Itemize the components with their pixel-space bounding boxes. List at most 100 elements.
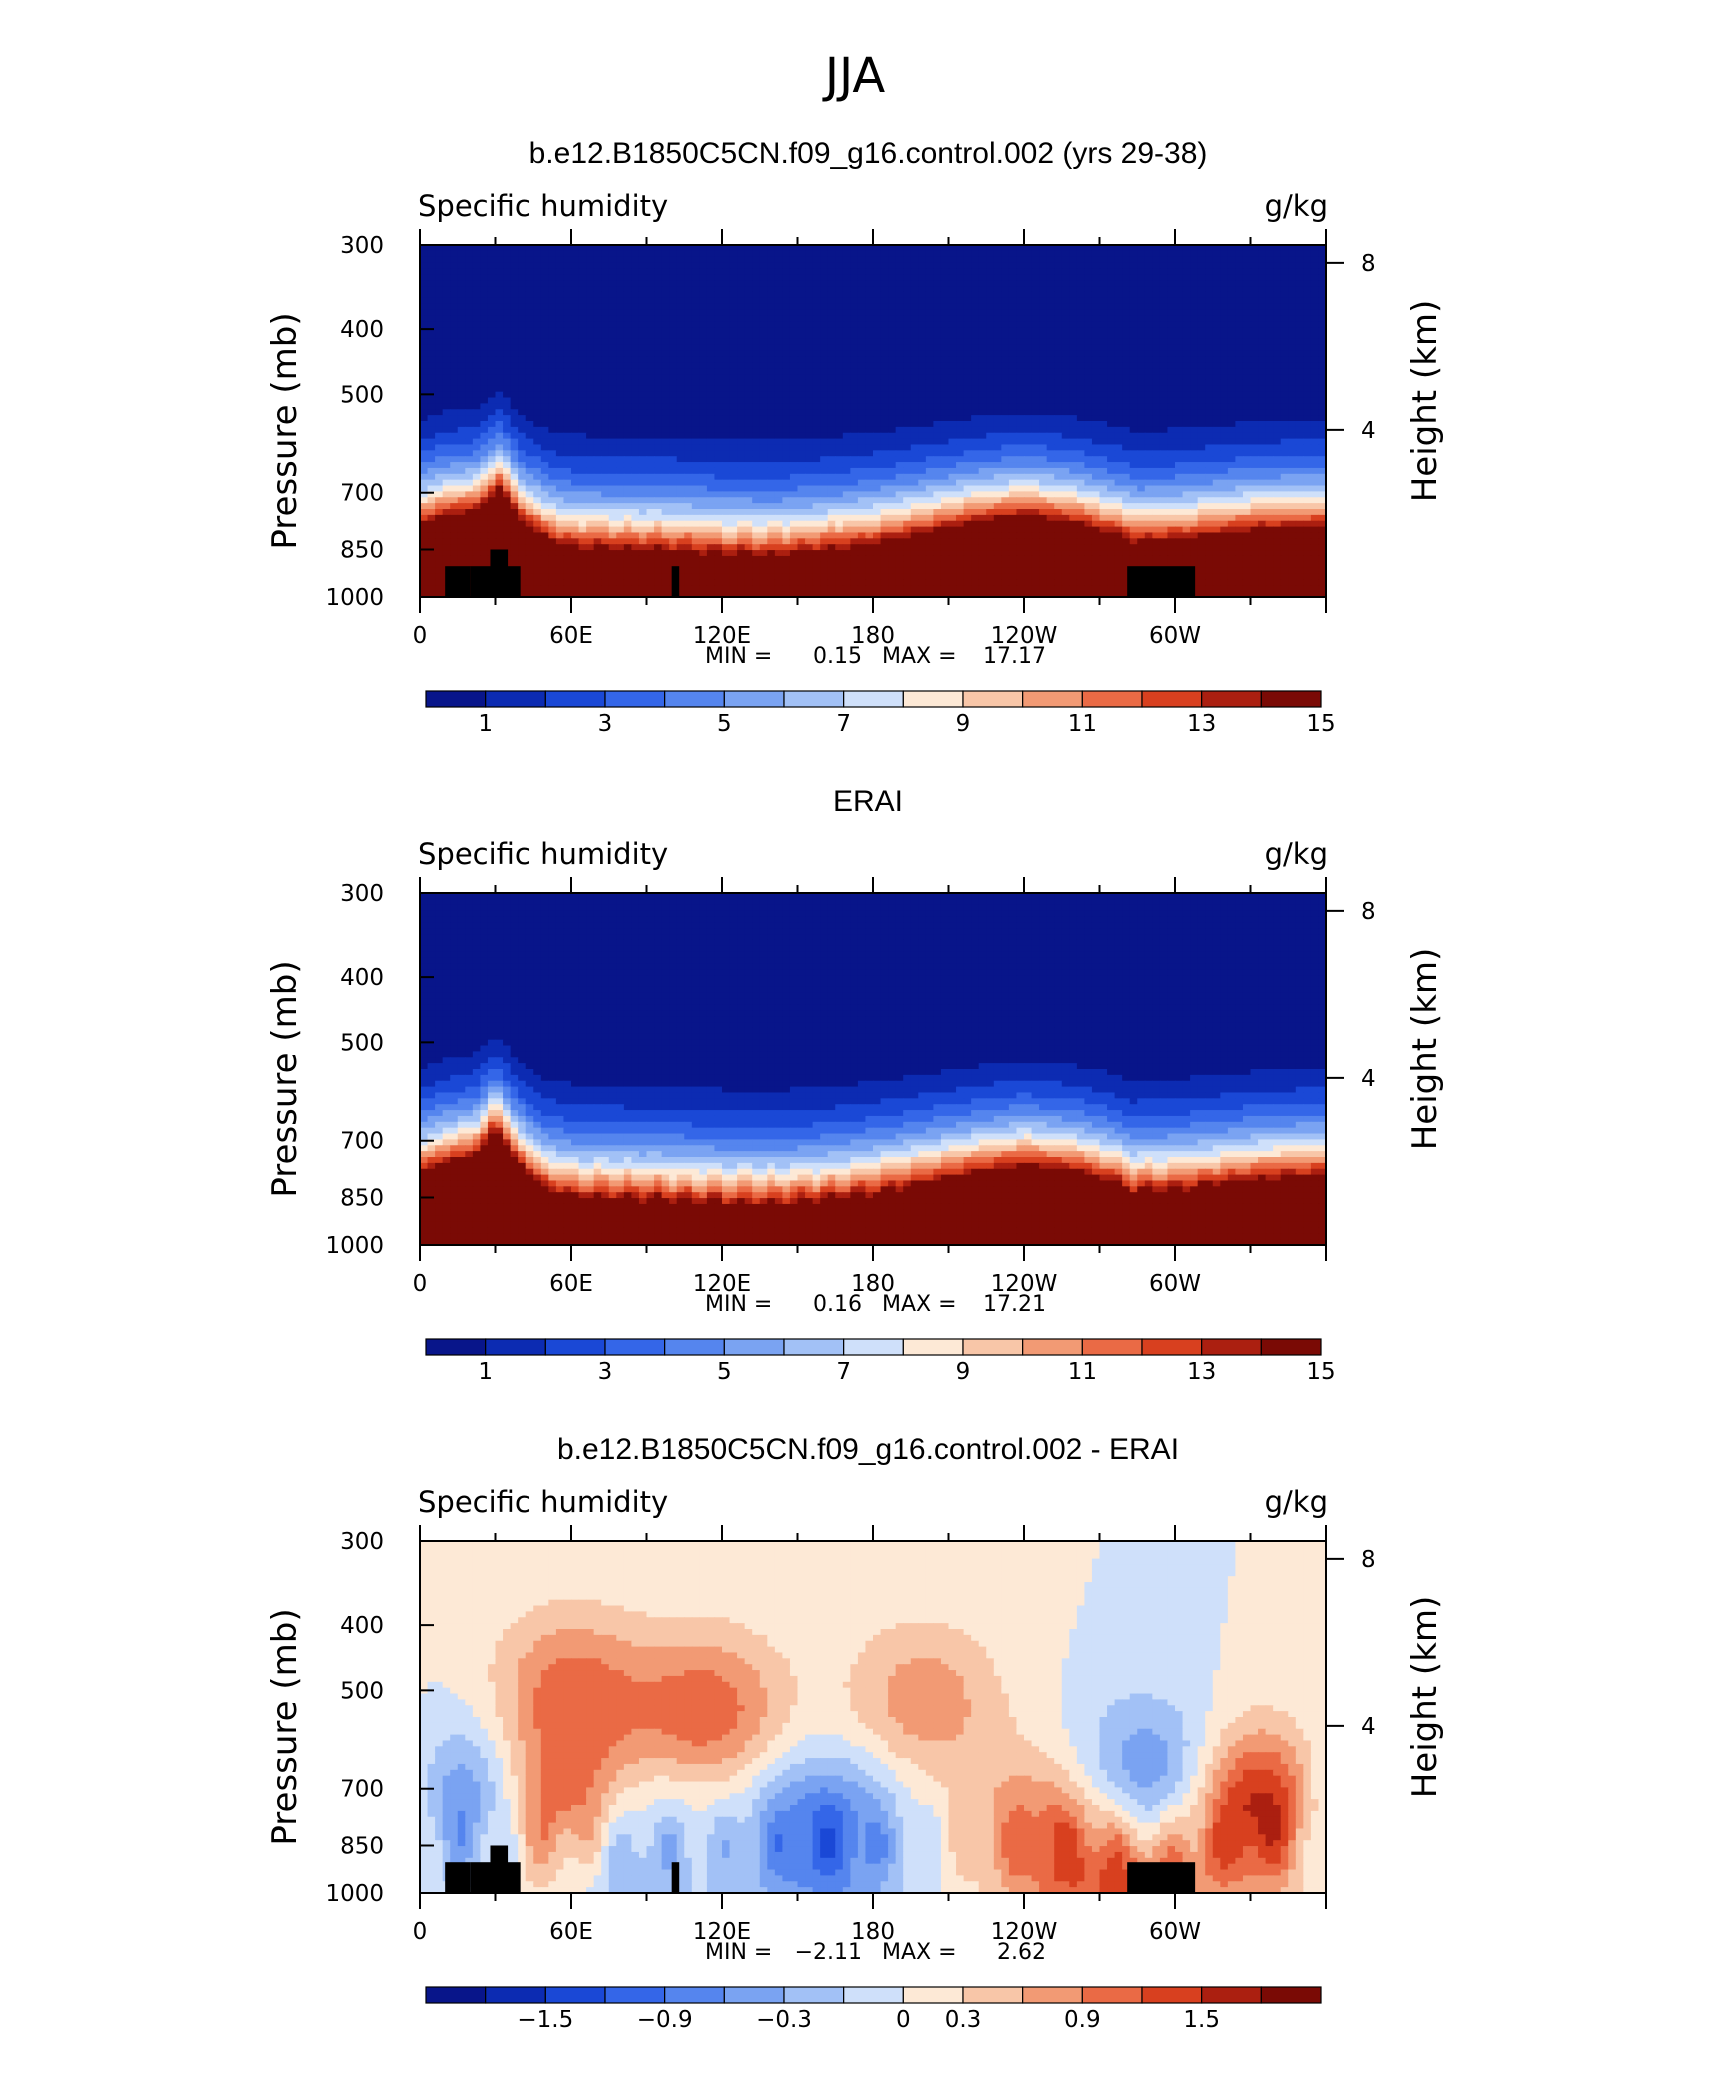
field-cell xyxy=(1092,433,1100,439)
field-cell xyxy=(1115,421,1123,427)
field-cell xyxy=(714,380,722,386)
field-cell xyxy=(480,421,488,427)
field-cell xyxy=(1100,456,1108,462)
field-cell xyxy=(903,310,911,316)
field-cell xyxy=(1047,263,1055,269)
field-cell xyxy=(496,462,504,468)
field-cell xyxy=(820,257,828,263)
field-cell xyxy=(730,421,738,427)
field-cell xyxy=(1077,444,1085,450)
field-cell xyxy=(888,468,896,474)
field-cell xyxy=(639,310,647,316)
field-cell xyxy=(548,333,556,339)
field-cell xyxy=(1145,474,1153,480)
field-cell xyxy=(1130,345,1138,351)
field-cell xyxy=(647,351,655,357)
field-cell xyxy=(1054,462,1062,468)
field-cell xyxy=(1077,345,1085,351)
field-cell xyxy=(730,398,738,404)
field-cell xyxy=(1160,427,1168,433)
field-cell xyxy=(526,251,534,257)
field-cell xyxy=(548,427,556,433)
field-cell xyxy=(918,321,926,327)
field-cell xyxy=(722,263,730,269)
field-cell xyxy=(949,310,957,316)
field-cell xyxy=(941,257,949,263)
field-cell xyxy=(1069,251,1077,257)
field-cell xyxy=(1032,462,1040,468)
field-cell xyxy=(1175,356,1183,362)
field-cell xyxy=(1009,468,1017,474)
field-cell xyxy=(1243,315,1251,321)
field-cell xyxy=(1175,345,1183,351)
field-cell xyxy=(828,398,836,404)
field-cell xyxy=(850,403,858,409)
field-cell xyxy=(752,327,760,333)
field-cell xyxy=(918,386,926,392)
field-cell xyxy=(971,439,979,445)
field-cell xyxy=(616,333,624,339)
field-cell xyxy=(745,280,753,286)
field-cell xyxy=(533,421,541,427)
field-cell xyxy=(782,268,790,274)
field-cell xyxy=(782,386,790,392)
field-cell xyxy=(820,321,828,327)
field-cell xyxy=(730,427,738,433)
field-cell xyxy=(1047,415,1055,421)
field-cell xyxy=(677,327,685,333)
field-cell xyxy=(798,392,806,398)
field-cell xyxy=(1220,362,1228,368)
field-cell xyxy=(1077,333,1085,339)
field-cell xyxy=(1273,351,1281,357)
field-cell xyxy=(1266,351,1274,357)
field-cell xyxy=(1137,327,1145,333)
field-cell xyxy=(1220,280,1228,286)
field-cell xyxy=(805,286,813,292)
field-cell xyxy=(707,474,715,480)
field-cell xyxy=(1039,421,1047,427)
field-cell xyxy=(949,286,957,292)
field-cell xyxy=(1235,327,1243,333)
field-cell xyxy=(654,421,662,427)
field-cell xyxy=(888,456,896,462)
field-cell xyxy=(858,415,866,421)
field-cell xyxy=(858,450,866,456)
field-cell xyxy=(956,362,964,368)
field-cell xyxy=(1235,286,1243,292)
field-cell xyxy=(428,339,436,345)
field-cell xyxy=(1235,310,1243,316)
field-cell xyxy=(994,310,1002,316)
field-cell xyxy=(647,298,655,304)
field-cell xyxy=(820,409,828,415)
field-cell xyxy=(511,333,519,339)
field-cell xyxy=(654,351,662,357)
field-cell xyxy=(941,486,949,492)
field-cell xyxy=(1100,257,1108,263)
field-cell xyxy=(609,298,617,304)
field-cell xyxy=(1122,304,1130,310)
field-cell xyxy=(896,356,904,362)
field-cell xyxy=(737,310,745,316)
field-cell xyxy=(911,298,919,304)
field-cell xyxy=(1016,356,1024,362)
field-cell xyxy=(850,427,858,433)
field-cell xyxy=(1032,257,1040,263)
field-cell xyxy=(594,486,602,492)
field-cell xyxy=(541,392,549,398)
field-cell xyxy=(798,339,806,345)
field-cell xyxy=(1077,339,1085,345)
field-cell xyxy=(903,315,911,321)
field-cell xyxy=(971,315,979,321)
field-cell xyxy=(911,456,919,462)
field-cell xyxy=(1190,392,1198,398)
field-cell xyxy=(488,351,496,357)
field-cell xyxy=(1175,444,1183,450)
field-cell xyxy=(526,286,534,292)
field-cell xyxy=(1273,263,1281,269)
field-cell xyxy=(986,409,994,415)
field-cell xyxy=(707,415,715,421)
field-cell xyxy=(518,392,526,398)
field-cell xyxy=(518,380,526,386)
field-cell xyxy=(594,292,602,298)
field-cell xyxy=(1024,456,1032,462)
